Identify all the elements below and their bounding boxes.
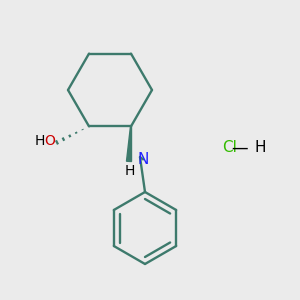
Polygon shape bbox=[127, 126, 131, 161]
Text: H: H bbox=[125, 164, 135, 178]
Text: H: H bbox=[35, 134, 45, 148]
Text: —: — bbox=[232, 139, 248, 157]
Text: Cl: Cl bbox=[222, 140, 237, 155]
Text: N: N bbox=[137, 152, 149, 167]
Text: O: O bbox=[45, 134, 56, 148]
Text: H: H bbox=[255, 140, 266, 155]
